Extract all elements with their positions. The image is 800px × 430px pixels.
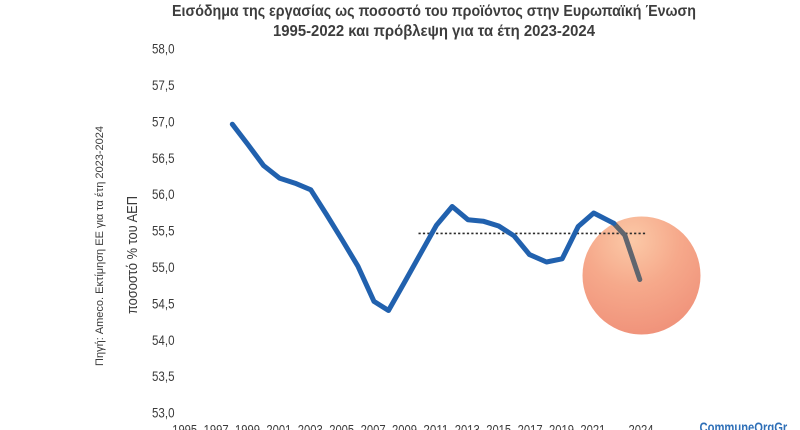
- svg-text:55,5: 55,5: [152, 223, 175, 239]
- svg-text:2001: 2001: [266, 421, 291, 430]
- svg-text:58,0: 58,0: [152, 41, 175, 57]
- svg-text:53,0: 53,0: [152, 405, 175, 421]
- svg-text:1995-2022 και πρόβλεψη για τα: 1995-2022 και πρόβλεψη για τα έτη 2023-2…: [273, 23, 595, 40]
- svg-text:57,5: 57,5: [152, 77, 175, 93]
- svg-text:1995: 1995: [172, 421, 197, 430]
- svg-text:2021: 2021: [580, 421, 605, 430]
- svg-text:57,0: 57,0: [152, 113, 175, 129]
- svg-text:53,5: 53,5: [152, 368, 175, 384]
- svg-text:2013: 2013: [455, 421, 480, 430]
- svg-text:ποσοστό % του ΑΕΠ: ποσοστό % του ΑΕΠ: [125, 196, 141, 314]
- svg-text:1997: 1997: [204, 421, 229, 430]
- svg-text:55,0: 55,0: [152, 259, 175, 275]
- svg-text:2005: 2005: [329, 421, 354, 430]
- svg-text:54,0: 54,0: [152, 332, 175, 348]
- svg-text:CommuneOrgGr: CommuneOrgGr: [700, 420, 788, 430]
- svg-text:56,0: 56,0: [152, 186, 175, 202]
- svg-text:2024: 2024: [629, 421, 654, 430]
- svg-text:Εισόδημα της εργασίας ως ποσοσ: Εισόδημα της εργασίας ως ποσοστό του προ…: [172, 3, 696, 20]
- svg-text:1999: 1999: [235, 421, 260, 430]
- svg-text:2019: 2019: [549, 421, 574, 430]
- svg-text:2011: 2011: [423, 421, 448, 430]
- svg-text:2015: 2015: [486, 421, 511, 430]
- svg-text:2007: 2007: [361, 421, 386, 430]
- svg-text:2003: 2003: [298, 421, 323, 430]
- svg-text:54,5: 54,5: [152, 295, 175, 311]
- svg-text:2009: 2009: [392, 421, 417, 430]
- svg-text:56,5: 56,5: [152, 150, 175, 166]
- svg-text:2017: 2017: [518, 421, 543, 430]
- svg-text:Πηγή: Ameco. Εκτίμηση ΕΕ για τ: Πηγή: Ameco. Εκτίμηση ΕΕ για τα έτη 2023…: [94, 126, 106, 366]
